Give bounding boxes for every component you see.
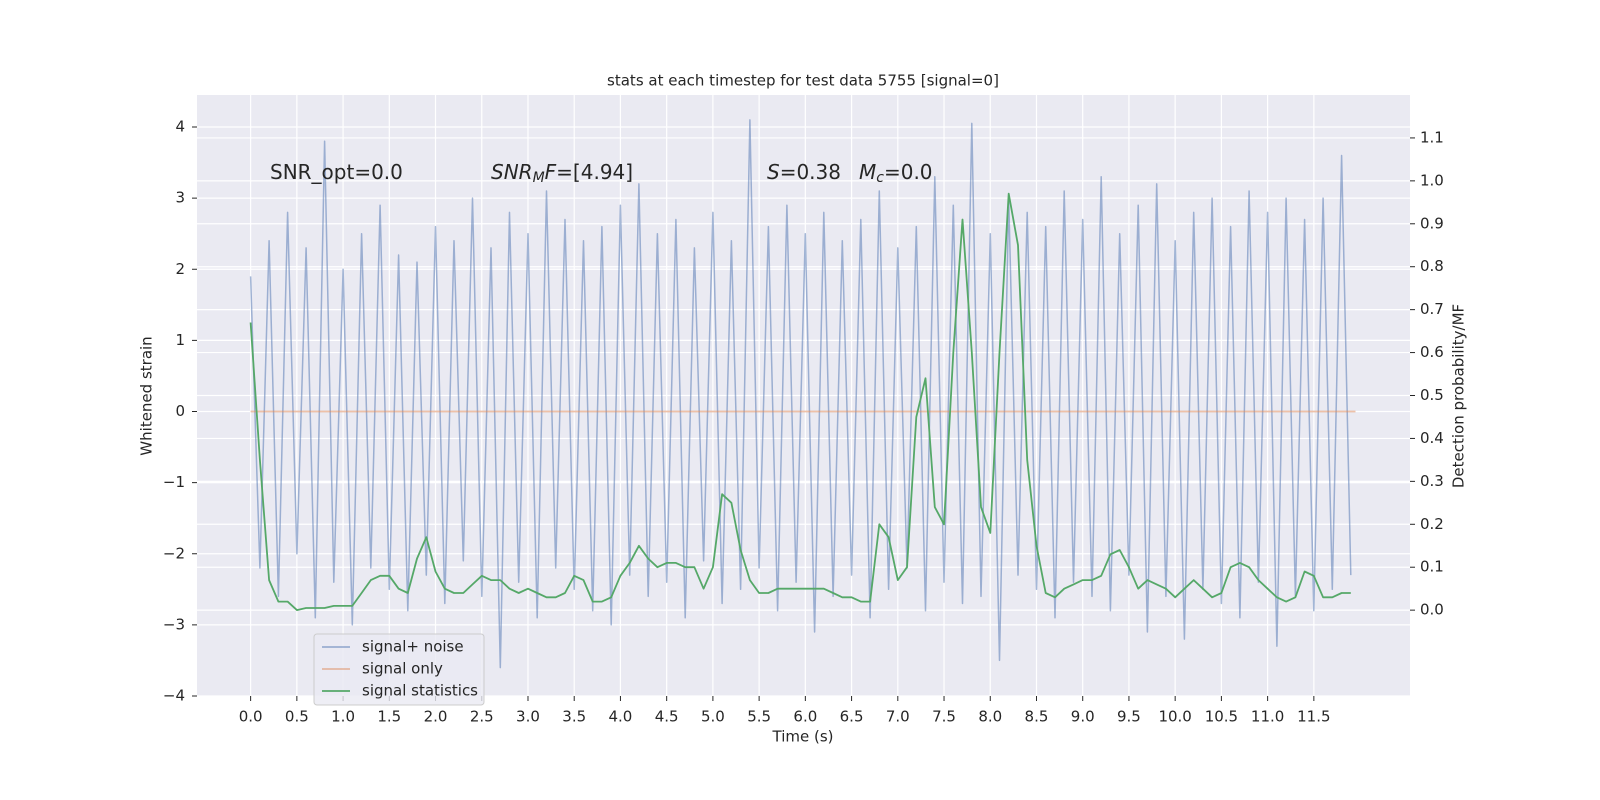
- x-axis-label: Time (s): [772, 728, 834, 746]
- y2-tick-label: 0.8: [1420, 257, 1444, 275]
- y-tick-label: 0: [175, 402, 185, 420]
- x-tick-label: 5.5: [747, 708, 771, 726]
- annotation-part: =0.0: [884, 160, 933, 184]
- annotation-part: c: [876, 170, 884, 186]
- annotation-part: =0.38: [780, 160, 841, 184]
- legend-label: signal statistics: [362, 682, 478, 700]
- y2-tick-label: 0.9: [1420, 214, 1444, 232]
- y-tick-label: −2: [163, 544, 185, 562]
- x-tick-label: 3.5: [562, 708, 586, 726]
- y2-tick-label: 0.1: [1420, 558, 1444, 576]
- y2-tick-label: 1.0: [1420, 171, 1444, 189]
- x-tick-label: 10.5: [1205, 708, 1238, 726]
- y-tick-label: 1: [175, 331, 185, 349]
- x-tick-label: 0.0: [239, 708, 263, 726]
- y2-tick-label: 0.2: [1420, 515, 1444, 533]
- x-tick-label: 1.5: [377, 708, 401, 726]
- annotation-part: M: [859, 160, 876, 184]
- y-tick-label: −1: [163, 473, 185, 491]
- x-tick-label: 7.5: [932, 708, 956, 726]
- x-tick-label: 2.5: [470, 708, 494, 726]
- x-tick-label: 6.5: [840, 708, 864, 726]
- legend-label: signal+ noise: [362, 638, 464, 656]
- x-tick-label: 11.5: [1297, 708, 1330, 726]
- series-line: [249, 192, 1351, 611]
- x-tick-label: 2.0: [424, 708, 448, 726]
- x-tick-label: 4.0: [609, 708, 633, 726]
- annotation-part: S: [767, 160, 780, 184]
- y-tick-label: 2: [175, 260, 185, 278]
- x-tick-label: 1.0: [331, 708, 355, 726]
- x-tick-label: 11.0: [1251, 708, 1284, 726]
- x-tick-label: 0.5: [285, 708, 309, 726]
- y2-tick-label: 0.7: [1420, 300, 1444, 318]
- y2-axis-label: Detection probability/MF: [1450, 304, 1468, 488]
- x-tick-label: 5.0: [701, 708, 725, 726]
- labels: 0.0 0.5 1.0 1.5 2.0 2.5 3.0 3.5 4.0 4.5 5.0 5.5 6.0 6…: [163, 118, 1444, 726]
- annotation: Mc=0.0: [859, 160, 933, 187]
- annotation-part: =[4.94]: [556, 160, 633, 184]
- legend-label: signal only: [362, 660, 443, 678]
- y-axis-label: Whitened strain: [138, 336, 156, 455]
- annotation-part: SNR_opt=0.0: [270, 160, 403, 184]
- annotation-part: SNR: [491, 160, 533, 184]
- y-tick-label: 4: [175, 118, 185, 136]
- x-tick-label: 3.0: [516, 708, 540, 726]
- x-tick-label: 8.5: [1025, 708, 1049, 726]
- y-tick-label: −4: [163, 687, 185, 705]
- y-tick-label: 3: [175, 189, 185, 207]
- y2-tick-label: 0.4: [1420, 429, 1444, 447]
- y2-tick-label: 1.1: [1420, 128, 1444, 146]
- series-line: [249, 119, 1352, 669]
- grid: [197, 95, 1410, 697]
- annotation-part: M: [533, 170, 545, 186]
- annotation: SNR_opt=0.0: [270, 160, 403, 184]
- x-tick-label: 9.0: [1071, 708, 1095, 726]
- annotation-part: F: [545, 160, 557, 184]
- x-tick-label: 10.0: [1158, 708, 1191, 726]
- annotation: SNRMF=[4.94]: [491, 160, 633, 187]
- legend: signal+ noise signal only signal statistic…: [313, 633, 485, 706]
- y2-tick-label: 0.3: [1420, 472, 1444, 490]
- y2-tick-label: 0.6: [1420, 343, 1444, 361]
- legend-box: [313, 633, 485, 706]
- y2-tick-label: 0.5: [1420, 386, 1444, 404]
- x-tick-label: 4.5: [655, 708, 679, 726]
- x-tick-label: 9.5: [1117, 708, 1141, 726]
- y-tick-label: −3: [163, 615, 185, 633]
- x-tick-label: 8.0: [978, 708, 1002, 726]
- annotation: S=0.38: [767, 160, 841, 184]
- marks: [249, 119, 1356, 669]
- y2-tick-label: 0.0: [1420, 601, 1444, 619]
- x-tick-label: 7.0: [886, 708, 910, 726]
- chart-title: stats at each timestep for test data 575…: [607, 72, 999, 90]
- x-tick-label: 6.0: [793, 708, 817, 726]
